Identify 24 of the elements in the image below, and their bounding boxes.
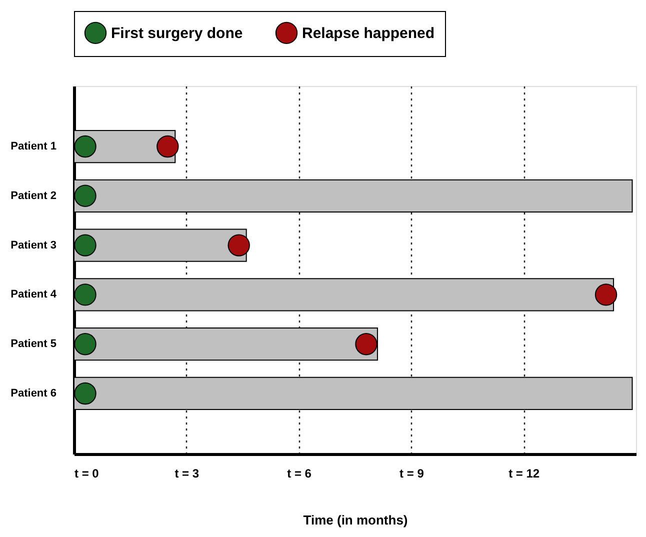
x-tick-label: t = 6	[287, 466, 312, 480]
point	[74, 333, 96, 356]
y-tick-label: Patient 5	[10, 338, 56, 350]
x-axis-title: Time (in months)	[303, 512, 408, 528]
point	[355, 333, 378, 356]
x-tick-label: t = 0	[74, 466, 100, 480]
x-tick-label: t = 9	[400, 466, 424, 480]
point	[74, 382, 96, 405]
point	[74, 234, 96, 256]
x-tick-label: t = 12	[508, 466, 540, 480]
y-tick-label: Patient 4	[10, 288, 58, 301]
y-tick-label: Patient 1	[10, 140, 56, 153]
point	[74, 135, 96, 158]
y-tick-label: Patient 3	[10, 239, 56, 252]
legend-label: Relapse happened	[302, 24, 435, 42]
x-tick-label: t = 3	[174, 466, 200, 480]
point	[74, 284, 96, 306]
point	[228, 234, 250, 256]
point	[594, 284, 618, 306]
y-tick-label: Patient 6	[10, 387, 56, 400]
legend-label: First surgery done	[111, 24, 243, 42]
point	[74, 184, 96, 207]
point	[156, 135, 179, 158]
y-tick-label: Patient 2	[10, 190, 56, 202]
